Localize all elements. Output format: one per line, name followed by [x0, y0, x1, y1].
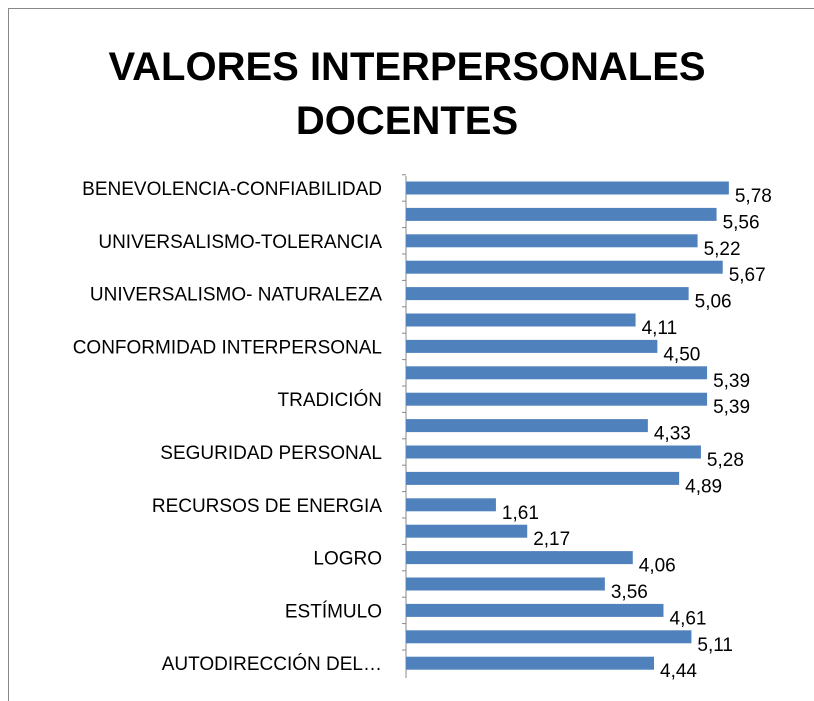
y-tick-label: UNIVERSALISMO-TOLERANCIA — [98, 232, 382, 253]
data-label: 4,11 — [642, 318, 678, 339]
data-label: 5,06 — [695, 292, 732, 313]
bar — [406, 630, 692, 644]
chart-frame — [8, 8, 814, 701]
data-label: 4,89 — [685, 476, 722, 497]
data-label: 5,22 — [704, 239, 741, 260]
bar — [406, 313, 636, 327]
bar — [406, 339, 658, 353]
bar — [406, 234, 698, 248]
bar — [406, 551, 633, 565]
bar — [406, 287, 689, 301]
bar — [406, 445, 701, 459]
data-label: 4,33 — [654, 424, 691, 445]
bar — [406, 419, 648, 433]
bar — [406, 207, 717, 221]
bar — [406, 392, 708, 406]
y-tick-label: ESTÍMULO — [285, 601, 382, 622]
data-label: 4,50 — [663, 344, 700, 365]
y-tick-label: LOGRO — [313, 549, 382, 570]
bar — [406, 260, 723, 274]
chart-title: VALORES INTERPERSONALES DOCENTES — [108, 45, 706, 143]
y-tick-label: RECURSOS DE ENERGIA — [152, 496, 382, 517]
data-label: 5,56 — [723, 212, 760, 233]
data-label: 5,67 — [729, 265, 766, 286]
bar — [406, 181, 729, 195]
bar — [406, 366, 708, 380]
y-tick-label: AUTODIRECCIÓN DEL… — [162, 653, 382, 675]
data-label: 2,17 — [533, 529, 570, 550]
data-label: 3,56 — [611, 582, 648, 603]
bar — [406, 471, 680, 485]
bar — [406, 656, 655, 670]
data-label: 4,61 — [670, 608, 707, 629]
data-label: 4,06 — [639, 556, 676, 577]
data-label: 5,39 — [713, 371, 750, 392]
data-label: 5,39 — [713, 397, 750, 418]
bar — [406, 603, 664, 617]
data-label: 4,44 — [660, 661, 697, 682]
data-label: 1,61 — [502, 503, 539, 524]
bar — [406, 498, 496, 512]
data-label: 5,78 — [735, 186, 772, 207]
y-tick-label: TRADICIÓN — [278, 389, 383, 411]
y-tick-label: SEGURIDAD PERSONAL — [160, 443, 382, 464]
y-tick-label: UNIVERSALISMO- NATURALEZA — [90, 285, 382, 306]
bar — [406, 524, 528, 538]
bar — [406, 577, 605, 591]
data-label: 5,11 — [697, 635, 733, 656]
y-tick-label: BENEVOLENCIA-CONFIABILIDAD — [82, 179, 382, 200]
y-tick-label: CONFORMIDAD INTERPERSONAL — [73, 337, 382, 358]
data-label: 5,28 — [707, 450, 744, 471]
